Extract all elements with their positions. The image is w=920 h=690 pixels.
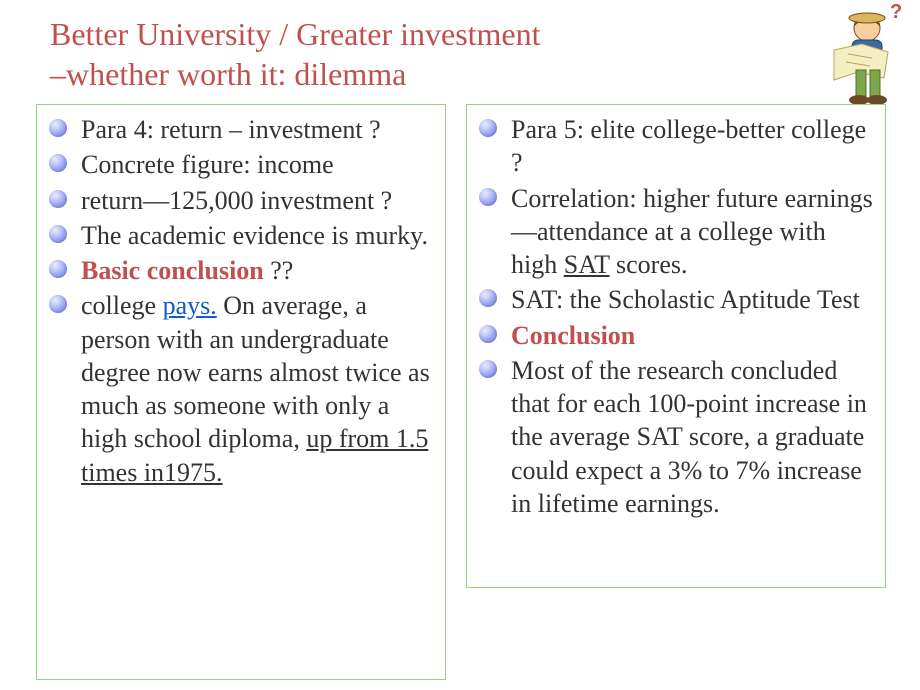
bullet-text: Concrete figure: income <box>81 150 334 179</box>
bullet-text: return—125,000 investment ? <box>81 186 392 215</box>
bullet-icon <box>479 289 497 307</box>
bullet-text: The academic evidence is murky. <box>81 221 428 250</box>
bullet-text-underline: SAT <box>564 250 610 279</box>
right-bullets: Para 5: elite college-better college ? C… <box>477 113 875 520</box>
list-item: college pays. On average, a person with … <box>47 289 435 489</box>
list-item: return—125,000 investment ? <box>47 184 435 217</box>
slide: Better University / Greater investment –… <box>0 0 920 690</box>
left-box: Para 4: return – investment ? Concrete f… <box>36 104 446 680</box>
bullet-text: Most of the research concluded that for … <box>511 356 867 518</box>
bullet-icon <box>479 325 497 343</box>
list-item: Correlation: higher future earnings—atte… <box>477 182 875 282</box>
bullet-text-emphasis: Basic conclusion <box>81 256 264 285</box>
slide-title-line2: –whether worth it: dilemma <box>50 56 406 92</box>
bullet-text: Para 5: elite college-better college ? <box>511 115 866 177</box>
list-item: Basic conclusion ?? <box>47 254 435 287</box>
bullet-icon <box>49 295 67 313</box>
bullet-text: ?? <box>264 256 294 285</box>
bullet-icon <box>479 360 497 378</box>
bullet-text-link: pays. <box>163 291 217 320</box>
right-box: Para 5: elite college-better college ? C… <box>466 104 886 588</box>
slide-title-line1: Better University / Greater investment <box>50 16 541 52</box>
list-item: Para 5: elite college-better college ? <box>477 113 875 180</box>
list-item: SAT: the Scholastic Aptitude Test <box>477 283 875 316</box>
list-item: Concrete figure: income <box>47 148 435 181</box>
bullet-icon <box>49 154 67 172</box>
bullet-icon <box>479 188 497 206</box>
bullet-icon <box>479 119 497 137</box>
list-item: The academic evidence is murky. <box>47 219 435 252</box>
list-item: Para 4: return – investment ? <box>47 113 435 146</box>
bullet-icon <box>49 260 67 278</box>
list-item: Conclusion <box>477 319 875 352</box>
bullet-text-emphasis: Conclusion <box>511 321 635 350</box>
bullet-text: college <box>81 291 163 320</box>
left-bullets: Para 4: return – investment ? Concrete f… <box>47 113 435 489</box>
bullet-icon <box>49 190 67 208</box>
bullet-icon <box>49 225 67 243</box>
columns: Para 4: return – investment ? Concrete f… <box>36 104 886 680</box>
thinker-clipart: ? <box>812 4 904 108</box>
svg-text:?: ? <box>890 4 902 23</box>
bullet-text: Para 4: return – investment ? <box>81 115 381 144</box>
bullet-text: scores. <box>610 250 688 279</box>
bullet-icon <box>49 119 67 137</box>
bullet-text: SAT: the Scholastic Aptitude Test <box>511 285 860 314</box>
slide-title: Better University / Greater investment –… <box>50 14 810 94</box>
list-item: Most of the research concluded that for … <box>477 354 875 520</box>
